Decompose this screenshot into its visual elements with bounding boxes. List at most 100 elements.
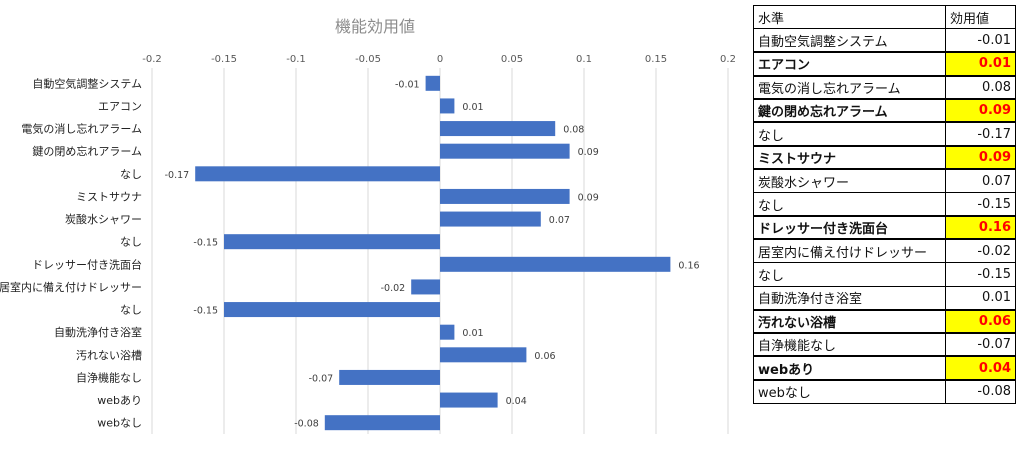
utility-value-cell: 0.09 bbox=[945, 98, 1016, 124]
utility-table-container: 水準 効用値 自動空気調整システム -0.01 エアコン 0.01 電気の消し忘れアラー… bbox=[753, 4, 1016, 404]
category-label: webなし bbox=[97, 417, 142, 430]
bar bbox=[324, 415, 440, 431]
data-label: 0.01 bbox=[462, 102, 483, 113]
category-label: ミストサウナ bbox=[76, 190, 142, 203]
utility-value-cell: -0.01 bbox=[945, 28, 1016, 53]
bar bbox=[440, 211, 541, 227]
category-label: なし bbox=[120, 168, 142, 181]
level-cell: エアコン bbox=[753, 51, 946, 77]
level-cell: ドレッサー付き洗面台 bbox=[753, 214, 946, 241]
utility-value-cell: 0.16 bbox=[945, 214, 1016, 241]
level-cell: 汚れない浴槽 bbox=[753, 308, 946, 334]
table-row: ドレッサー付き洗面台 0.16 bbox=[753, 214, 1016, 241]
utility-value-cell: -0.15 bbox=[945, 192, 1016, 217]
category-label: 汚れない浴槽 bbox=[76, 349, 142, 362]
x-tick-label: 0.1 bbox=[576, 54, 592, 65]
bar bbox=[425, 75, 440, 91]
category-label: 居室内に備え付けドレッサー bbox=[0, 280, 142, 294]
bar bbox=[411, 279, 440, 295]
table-row: エアコン 0.01 bbox=[753, 51, 1016, 77]
table-row: なし -0.15 bbox=[753, 192, 1016, 217]
table-row: なし -0.17 bbox=[753, 121, 1016, 147]
table-row: 自動空気調整システム -0.01 bbox=[753, 28, 1016, 53]
category-label: 電気の消し忘れアラーム bbox=[21, 122, 142, 136]
level-cell: なし bbox=[753, 121, 946, 147]
chart-title: 機能効用値 bbox=[335, 17, 415, 36]
data-label: -0.15 bbox=[193, 238, 218, 249]
table-row: 炭酸水シャワー 0.07 bbox=[753, 168, 1016, 194]
utility-value-cell: 0.08 bbox=[945, 75, 1016, 100]
category-label: 炭酸水シャワー bbox=[65, 212, 142, 226]
utility-value-cell: 0.04 bbox=[945, 355, 1016, 381]
x-tick-label: -0.1 bbox=[286, 54, 306, 65]
x-tick-label: 0.2 bbox=[720, 54, 736, 65]
level-cell: webなし bbox=[753, 379, 946, 404]
data-label: 0.16 bbox=[678, 260, 699, 271]
level-cell: 自浄機能なし bbox=[753, 332, 946, 357]
data-label: -0.02 bbox=[381, 283, 406, 294]
table-header-row: 水準 効用値 bbox=[753, 4, 1016, 30]
level-cell: なし bbox=[753, 262, 946, 287]
level-cell: 自動洗浄付き浴室 bbox=[753, 285, 946, 311]
x-tick-label: -0.05 bbox=[355, 54, 381, 65]
data-label: 0.06 bbox=[534, 351, 555, 362]
category-label: エアコン bbox=[98, 100, 142, 113]
category-label: 自動洗浄付き浴室 bbox=[54, 325, 142, 339]
bar-chart-svg: 機能効用値 -0.2 -0.15 -0.1 -0.05 0 0.05 0.1 0.15 0.2 … bbox=[0, 17, 736, 434]
category-label: なし bbox=[120, 304, 142, 317]
data-label: -0.17 bbox=[165, 170, 190, 181]
utility-value-cell: 0.09 bbox=[945, 144, 1016, 171]
table-row: 汚れない浴槽 0.06 bbox=[753, 308, 1016, 334]
utility-value-cell: 0.01 bbox=[945, 51, 1016, 77]
bar bbox=[440, 143, 570, 159]
bar bbox=[440, 121, 556, 137]
bar bbox=[440, 347, 527, 363]
data-label: -0.01 bbox=[395, 79, 420, 90]
bar bbox=[195, 166, 440, 182]
category-label: 鍵の閉め忘れアラーム bbox=[32, 144, 142, 158]
data-label: 0.04 bbox=[506, 396, 527, 407]
level-cell: 炭酸水シャワー bbox=[753, 168, 946, 194]
table-row: webなし -0.08 bbox=[753, 379, 1016, 404]
table-row: ミストサウナ 0.09 bbox=[753, 144, 1016, 171]
table-row: 鍵の閉め忘れアラーム 0.09 bbox=[753, 98, 1016, 124]
data-label: -0.15 bbox=[193, 306, 218, 317]
table-row: なし -0.15 bbox=[753, 262, 1016, 287]
category-label: webあり bbox=[97, 394, 142, 407]
utility-chart: 機能効用値 -0.2 -0.15 -0.1 -0.05 0 0.05 0.1 0.15 0.2 … bbox=[0, 17, 736, 434]
level-cell: 自動空気調整システム bbox=[753, 28, 946, 53]
x-tick-label: 0.05 bbox=[501, 54, 523, 65]
x-tick-label: -0.2 bbox=[142, 54, 162, 65]
data-label: -0.08 bbox=[294, 419, 319, 430]
table-row: 居室内に備え付けドレッサー -0.02 bbox=[753, 238, 1016, 264]
utility-table: 水準 効用値 自動空気調整システム -0.01 エアコン 0.01 電気の消し忘れアラー… bbox=[753, 4, 1016, 404]
table-row: 自動洗浄付き浴室 0.01 bbox=[753, 285, 1016, 311]
utility-value-cell: -0.07 bbox=[945, 332, 1016, 357]
data-label: 0.09 bbox=[578, 192, 599, 203]
bar bbox=[440, 392, 498, 408]
utility-value-cell: -0.17 bbox=[945, 121, 1016, 147]
level-cell: 居室内に備え付けドレッサー bbox=[753, 238, 946, 264]
category-label: 自動空気調整システム bbox=[32, 76, 142, 90]
utility-value-cell: 0.01 bbox=[945, 285, 1016, 311]
header-level: 水準 bbox=[753, 4, 946, 30]
bar bbox=[440, 98, 455, 114]
table-row: 電気の消し忘れアラーム 0.08 bbox=[753, 75, 1016, 100]
utility-value-cell: 0.07 bbox=[945, 168, 1016, 194]
bar bbox=[440, 188, 570, 204]
level-cell: 電気の消し忘れアラーム bbox=[753, 75, 946, 100]
level-cell: ミストサウナ bbox=[753, 144, 946, 171]
data-label: 0.01 bbox=[462, 328, 483, 339]
category-label: ドレッサー付き洗面台 bbox=[32, 257, 142, 271]
header-utility: 効用値 bbox=[945, 4, 1016, 30]
bar bbox=[440, 256, 671, 272]
data-label: 0.07 bbox=[549, 215, 570, 226]
bar bbox=[440, 324, 455, 340]
bar bbox=[339, 369, 440, 385]
x-tick-label: -0.15 bbox=[211, 54, 237, 65]
table-row: webあり 0.04 bbox=[753, 355, 1016, 381]
utility-value-cell: -0.08 bbox=[945, 379, 1016, 404]
utility-value-cell: -0.02 bbox=[945, 238, 1016, 264]
utility-value-cell: -0.15 bbox=[945, 262, 1016, 287]
level-cell: 鍵の閉め忘れアラーム bbox=[753, 98, 946, 124]
